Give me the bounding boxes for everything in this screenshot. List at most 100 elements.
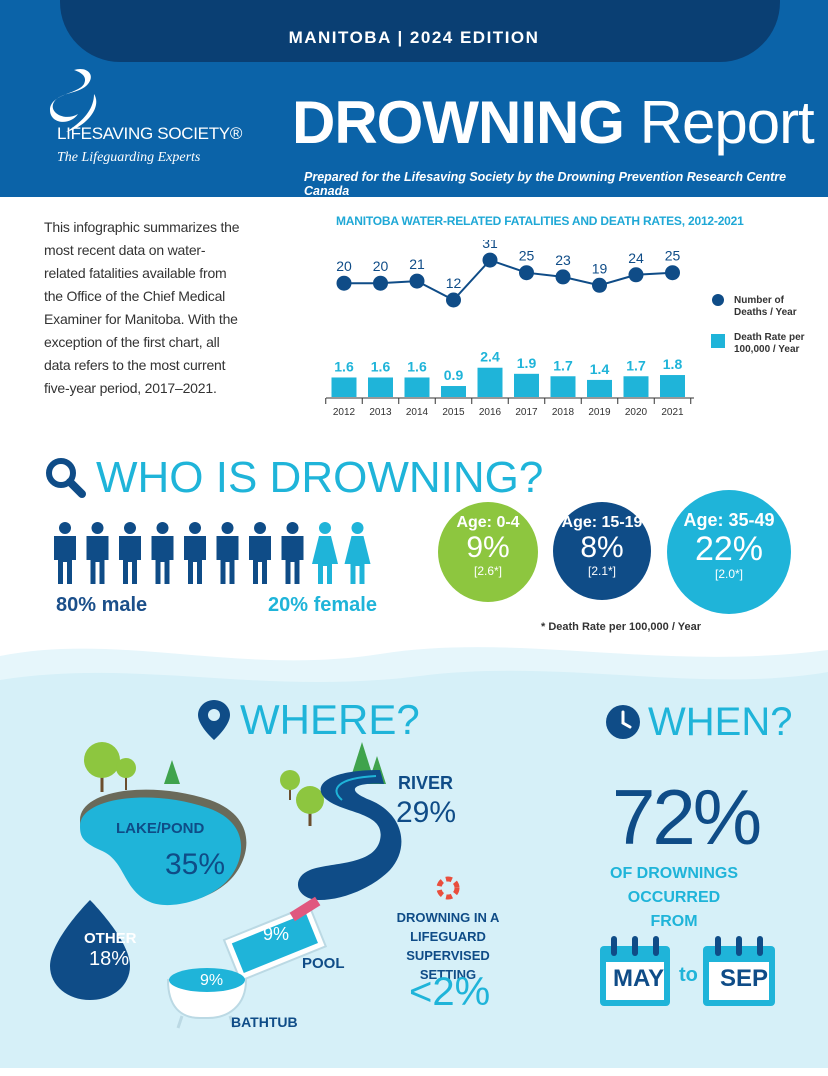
deaths-point bbox=[555, 269, 571, 285]
age-rate: [2.6*] bbox=[473, 564, 503, 578]
when-title: WHEN? bbox=[648, 700, 793, 744]
legend-deaths-label: Number of Deaths / Year bbox=[734, 295, 797, 318]
age-circle-15-19: Age: 15-19 8% [2.1*] bbox=[553, 502, 651, 600]
age-percent: 8% bbox=[580, 531, 624, 564]
lake-shape bbox=[80, 797, 242, 906]
deaths-point bbox=[665, 265, 680, 281]
male-person-icon bbox=[119, 522, 141, 584]
lifebuoy-icon bbox=[436, 876, 460, 900]
deaths-point bbox=[446, 292, 461, 308]
pool-percent: 9% bbox=[263, 924, 290, 944]
deaths-point bbox=[628, 267, 644, 283]
deaths-point bbox=[409, 273, 425, 289]
location-pin-icon bbox=[198, 700, 230, 740]
tree-icon bbox=[84, 742, 120, 778]
rate-bar bbox=[477, 367, 503, 397]
rate-label: 1.6 bbox=[407, 358, 427, 374]
bathtub-label: BATHTUB bbox=[231, 1014, 298, 1030]
x-tick-label: 2013 bbox=[369, 407, 392, 418]
river-percent: 29% bbox=[396, 796, 457, 829]
deaths-label: 19 bbox=[592, 260, 608, 276]
rate-bar bbox=[587, 379, 612, 397]
deaths-point bbox=[519, 265, 534, 281]
age-percent: 22% bbox=[694, 530, 764, 568]
rate-bar bbox=[441, 386, 466, 397]
rate-bar bbox=[550, 376, 576, 397]
logo-tagline: The Lifeguarding Experts bbox=[57, 150, 201, 165]
month-to: to bbox=[679, 964, 698, 986]
where-title: WHERE? bbox=[240, 696, 420, 743]
tree-icon bbox=[296, 786, 324, 814]
deaths-line bbox=[344, 258, 673, 302]
deaths-point bbox=[373, 275, 388, 291]
age-rate: [2.1*] bbox=[587, 564, 617, 578]
deaths-point bbox=[482, 252, 498, 268]
where-illustration bbox=[50, 742, 402, 1029]
age-rate: [2.0*] bbox=[714, 567, 744, 581]
logo-name: LIFESAVING SOCIETY® bbox=[57, 124, 243, 143]
header-banner: MANITOBA | 2024 EDITION LIFESAVING SOCIE… bbox=[0, 0, 828, 197]
water-drop-shape bbox=[50, 900, 130, 1000]
rate-bar bbox=[623, 376, 649, 397]
month-from: MAY bbox=[613, 965, 665, 992]
when-percent: 72% bbox=[612, 773, 762, 861]
pine-tree-icon bbox=[164, 760, 180, 784]
title-bold: DROWNING bbox=[292, 89, 625, 156]
rate-label: 1.7 bbox=[553, 357, 573, 373]
tree-icon bbox=[116, 758, 136, 778]
who-title: WHO IS DROWNING? bbox=[96, 453, 544, 502]
female-label: 20% female bbox=[268, 594, 377, 616]
male-person-icon bbox=[151, 522, 174, 584]
search-icon bbox=[46, 458, 86, 498]
river-shape bbox=[297, 770, 402, 900]
page-title: DROWNING Report bbox=[292, 88, 815, 158]
female-person-icon bbox=[344, 522, 371, 584]
rate-bar bbox=[368, 377, 393, 397]
male-person-icon bbox=[184, 522, 206, 584]
male-person-icon bbox=[281, 522, 304, 584]
gender-people-icons bbox=[54, 522, 371, 584]
lake-percent: 35% bbox=[165, 848, 226, 881]
clock-icon bbox=[606, 705, 640, 739]
x-tick-label: 2020 bbox=[625, 407, 648, 418]
deaths-label: 21 bbox=[409, 256, 425, 272]
rate-label: 1.4 bbox=[590, 361, 610, 377]
age-label: Age: 0-4 bbox=[456, 514, 520, 531]
x-tick-label: 2014 bbox=[406, 407, 429, 418]
male-person-icon bbox=[86, 522, 109, 584]
when-subtitle: OF DROWNINGS OCCURRED FROM bbox=[610, 865, 738, 930]
legend-rate-marker bbox=[711, 334, 725, 348]
calendar-sep-icon bbox=[703, 936, 775, 1006]
age-circle-35-49: Age: 35-49 22% [2.0*] bbox=[667, 490, 791, 614]
age-circle-0-4: Age: 0-4 9% [2.6*] bbox=[438, 502, 538, 602]
rate-label: 1.9 bbox=[517, 355, 537, 371]
deaths-label: 25 bbox=[665, 248, 681, 264]
female-person-icon bbox=[312, 522, 338, 584]
x-tick-label: 2015 bbox=[442, 407, 465, 418]
title-light: Report bbox=[639, 89, 815, 156]
deaths-label: 23 bbox=[555, 252, 571, 268]
male-label: 80% male bbox=[56, 594, 148, 616]
rate-label: 2.4 bbox=[480, 349, 500, 365]
lifeguard-percent: <2% bbox=[409, 970, 491, 1014]
x-tick-label: 2016 bbox=[479, 407, 502, 418]
x-tick-label: 2021 bbox=[661, 407, 684, 418]
edition-label: MANITOBA | 2024 EDITION bbox=[288, 28, 540, 47]
month-until: SEP bbox=[720, 965, 769, 992]
lake-label: LAKE/POND bbox=[116, 820, 205, 837]
calendar-may-icon bbox=[600, 936, 670, 1006]
tree-icon bbox=[280, 770, 300, 790]
rate-label: 0.9 bbox=[444, 367, 464, 383]
x-tick-label: 2012 bbox=[333, 407, 356, 418]
x-tick-label: 2019 bbox=[588, 407, 611, 418]
rate-label: 1.6 bbox=[334, 358, 354, 374]
deaths-label: 12 bbox=[446, 275, 462, 291]
deaths-label: 20 bbox=[336, 258, 352, 274]
pool-label: POOL bbox=[302, 955, 345, 972]
deaths-label: 25 bbox=[519, 248, 535, 264]
deaths-point bbox=[336, 275, 352, 291]
lifesaving-logo-icon bbox=[50, 68, 97, 132]
page-subtitle: Prepared for the Lifesaving Society by t… bbox=[304, 170, 787, 197]
rate-label: 1.7 bbox=[626, 357, 646, 373]
